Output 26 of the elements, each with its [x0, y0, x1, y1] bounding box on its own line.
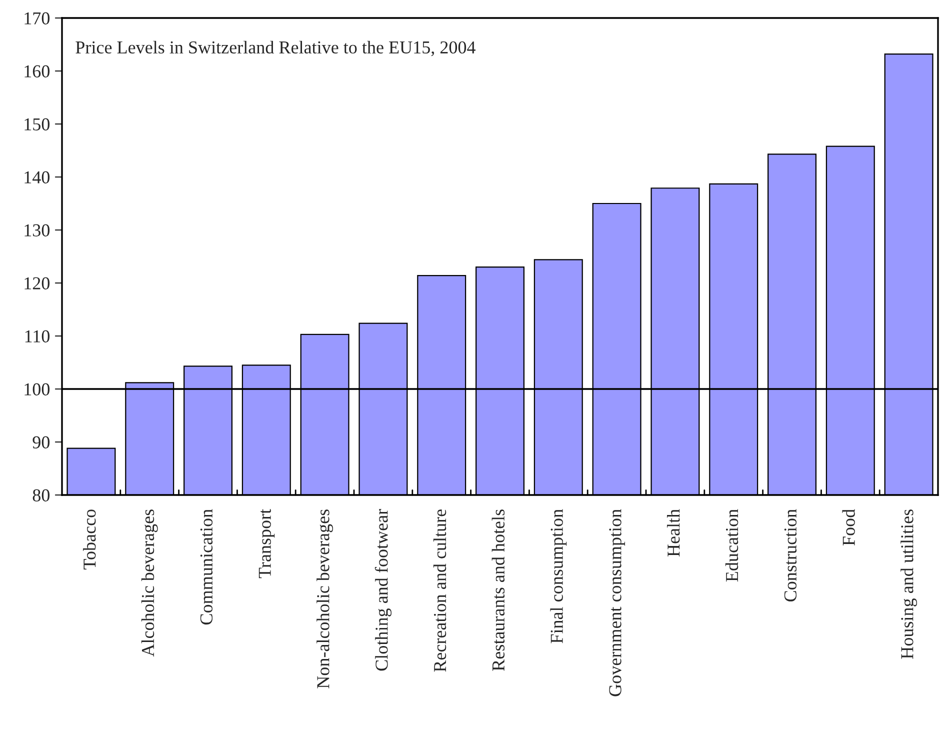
x-tick-label: Non-alcoholic beverages — [316, 510, 334, 688]
x-tick-label: Food — [842, 509, 855, 546]
x-tick-label: Housing and utilities — [900, 510, 918, 659]
x-tick-label: Restaurants and hotels — [492, 510, 505, 671]
y-tick-label: 110 — [25, 330, 50, 342]
y-tick-label: 160 — [24, 65, 50, 78]
x-tick-label: Education — [725, 509, 738, 582]
x-tick-label: Government consumption — [609, 509, 625, 696]
y-tick-label: 140 — [24, 171, 50, 184]
y-tick-label: 130 — [24, 224, 50, 236]
y-tick-label: 150 — [24, 118, 50, 130]
x-tick-label: Transport — [258, 508, 275, 578]
y-tick-label: 90 — [32, 436, 50, 448]
x-tick-label: Construction — [784, 509, 797, 602]
x-tick-label: Recreation and culture — [433, 510, 446, 672]
x-tick-label: Communication — [200, 509, 213, 624]
x-tick-label: Health — [667, 509, 680, 556]
y-tick-label: 100 — [24, 383, 50, 396]
y-tick-label: 80 — [32, 489, 50, 502]
x-tick-label: Clothing and footwear — [374, 509, 392, 671]
x-tick-label: Alcoholic beverages — [141, 510, 158, 657]
y-tick-label: 120 — [24, 277, 50, 290]
text: Price Levels in Switzerland Relative to the EU15, 2004 — [76, 40, 476, 56]
x-tick-label: Tobacco — [83, 510, 96, 570]
y-tick-label: 170 — [24, 12, 50, 24]
x-tick-label: Final consumption — [550, 509, 567, 644]
